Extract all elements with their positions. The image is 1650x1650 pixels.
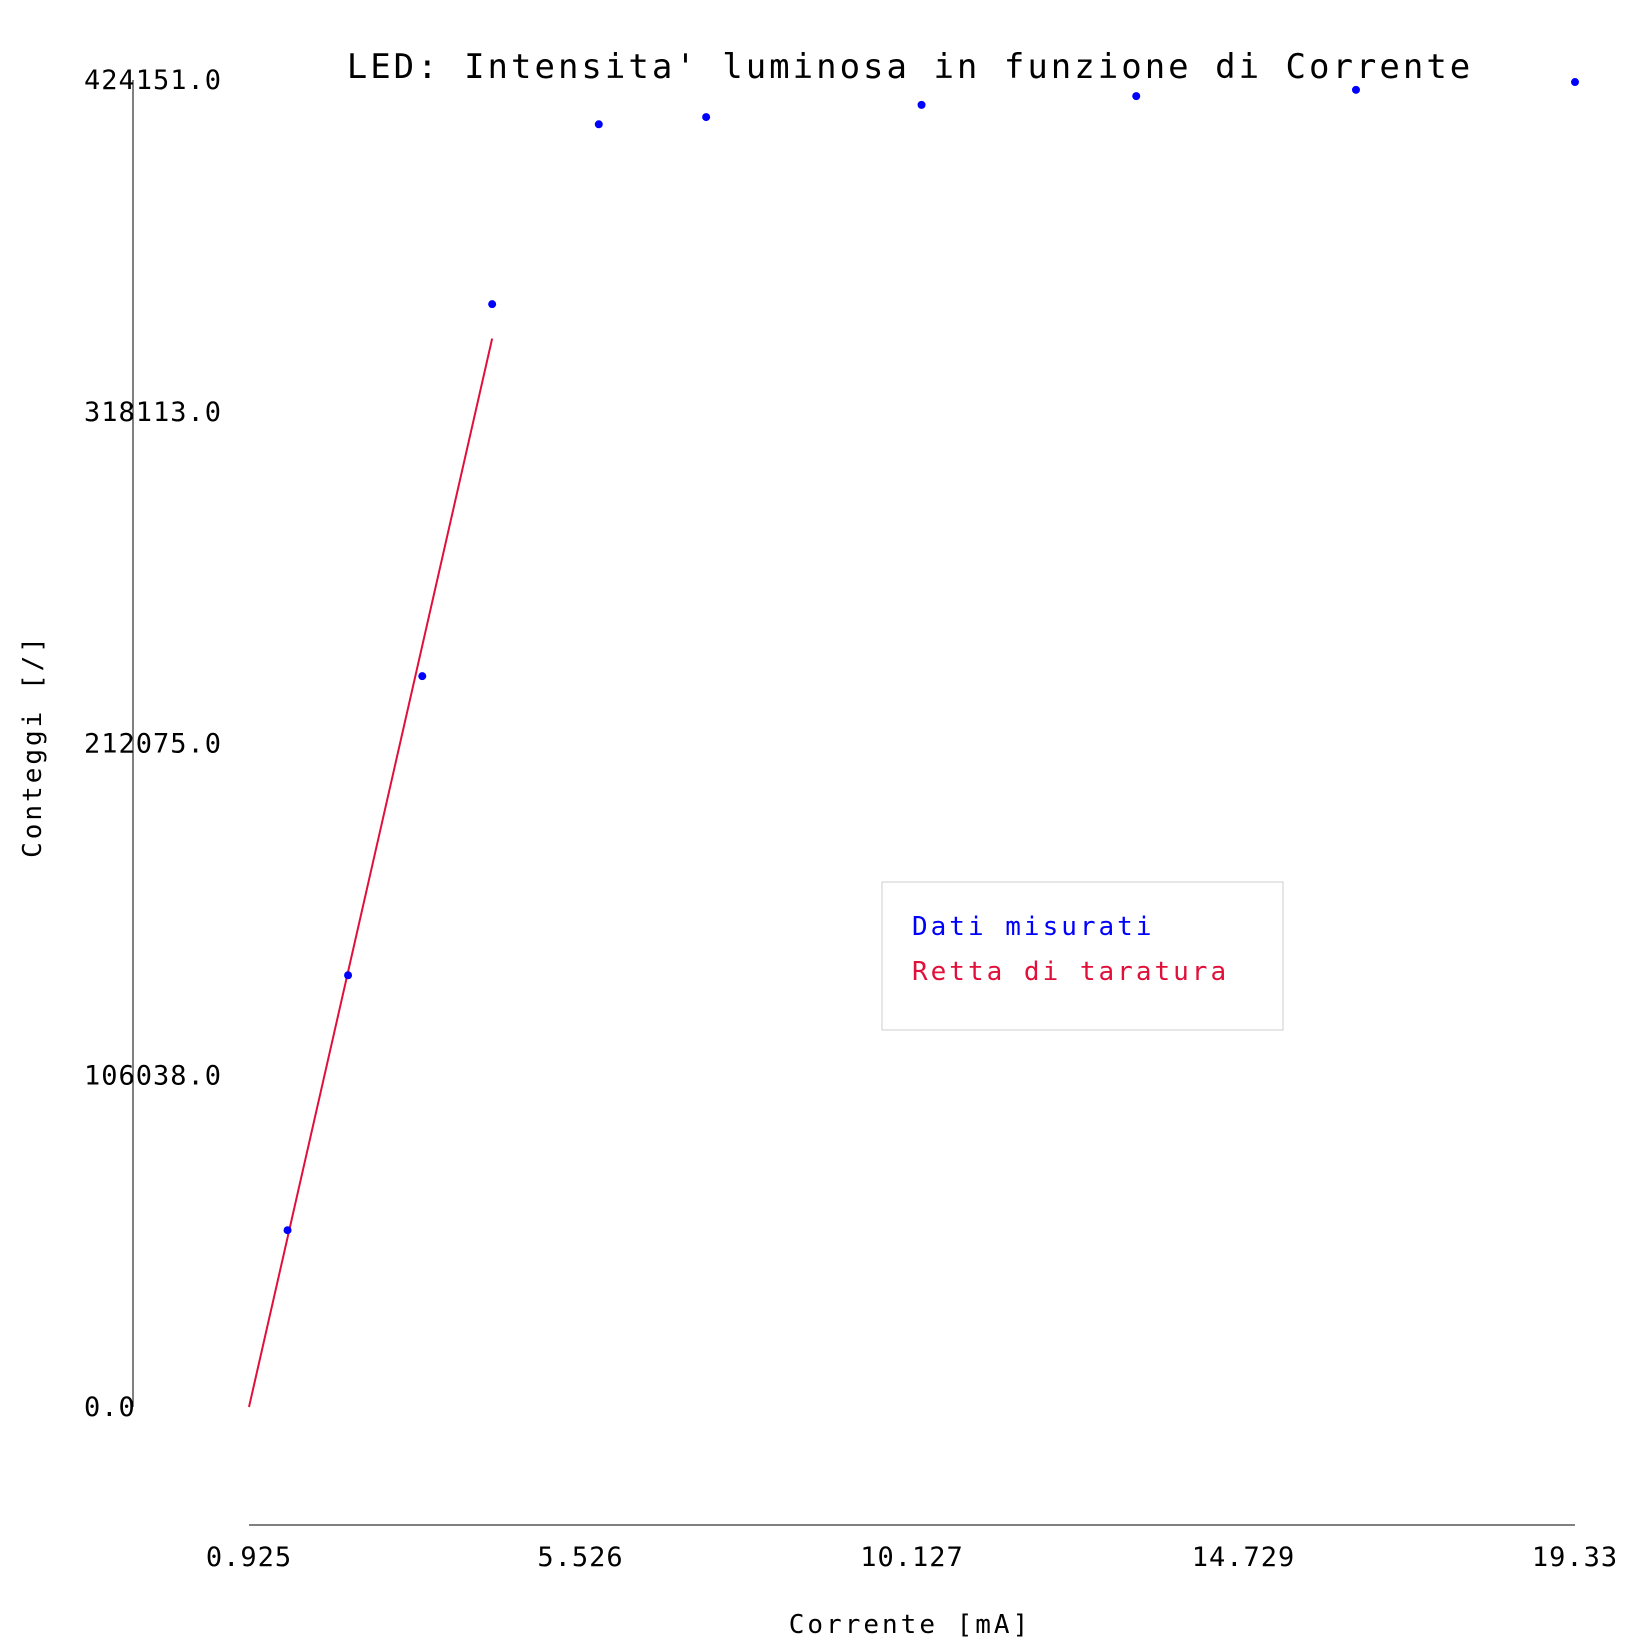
data-point — [1571, 78, 1579, 87]
data-point — [594, 120, 603, 129]
data-point — [1132, 92, 1141, 101]
legend-box — [881, 881, 1284, 1031]
y-tick-label: 318113.0 — [84, 397, 222, 428]
y-tick-labels: 0.0 106038.0 212075.0 318113.0 424151.0 — [84, 65, 222, 1423]
x-tick-label: 10.127 — [860, 1542, 964, 1573]
x-tick-label: 19.33 — [1532, 1542, 1618, 1573]
y-tick-label: 0.0 — [84, 1392, 136, 1423]
chart-title: LED: Intensita' luminosa in funzione di … — [347, 47, 1474, 87]
x-tick-labels: 0.925 5.526 10.127 14.729 19.33 — [206, 1542, 1618, 1573]
y-axis-label: Conteggi [/] — [18, 634, 48, 858]
calibration-line — [248, 338, 494, 1408]
data-point — [917, 100, 926, 109]
y-tick-label: 424151.0 — [84, 65, 222, 96]
plot-area — [248, 78, 1579, 1408]
x-tick-label: 14.729 — [1192, 1542, 1296, 1573]
data-point — [1351, 85, 1360, 94]
data-point — [702, 113, 711, 122]
x-axis-label: Corrente [mA] — [789, 1610, 1032, 1640]
legend: Dati misurati Retta di taratura — [881, 881, 1284, 1031]
data-point — [344, 971, 353, 980]
x-tick-label: 0.925 — [206, 1542, 292, 1573]
data-point — [283, 1226, 292, 1235]
legend-label-retta-di-taratura: Retta di taratura — [912, 957, 1229, 987]
y-tick-label: 212075.0 — [84, 729, 222, 760]
data-point — [418, 672, 427, 681]
data-point — [488, 300, 497, 309]
x-tick-label: 5.526 — [537, 1542, 623, 1573]
legend-label-dati-misurati: Dati misurati — [912, 912, 1155, 942]
y-tick-label: 106038.0 — [84, 1060, 222, 1091]
